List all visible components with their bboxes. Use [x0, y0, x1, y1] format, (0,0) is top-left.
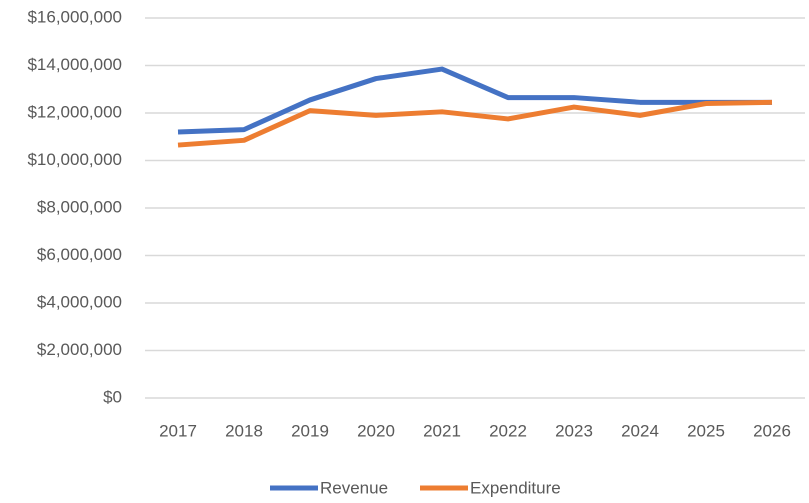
- y-tick-label: $0: [103, 387, 122, 406]
- x-tick-label: 2024: [621, 421, 659, 440]
- x-tick-label: 2018: [225, 421, 263, 440]
- x-tick-label: 2026: [753, 421, 791, 440]
- x-tick-label: 2022: [489, 421, 527, 440]
- y-tick-label: $8,000,000: [37, 197, 122, 216]
- y-tick-label: $10,000,000: [27, 150, 122, 169]
- x-tick-label: 2021: [423, 421, 461, 440]
- y-tick-label: $4,000,000: [37, 292, 122, 311]
- series-line: [177, 99, 773, 148]
- x-tick-label: 2017: [159, 421, 197, 440]
- y-tick-label: $6,000,000: [37, 245, 122, 264]
- series-line: [177, 66, 772, 135]
- y-tick-label: $2,000,000: [37, 340, 122, 359]
- legend-label: Revenue: [320, 478, 388, 497]
- x-tick-label: 2025: [687, 421, 725, 440]
- legend-label: Expenditure: [470, 478, 561, 497]
- y-tick-label: $14,000,000: [27, 55, 122, 74]
- x-tick-label: 2023: [555, 421, 593, 440]
- y-tick-label: $12,000,000: [27, 102, 122, 121]
- x-tick-label: 2020: [357, 421, 395, 440]
- x-tick-label: 2019: [291, 421, 329, 440]
- y-tick-label: $16,000,000: [27, 7, 122, 26]
